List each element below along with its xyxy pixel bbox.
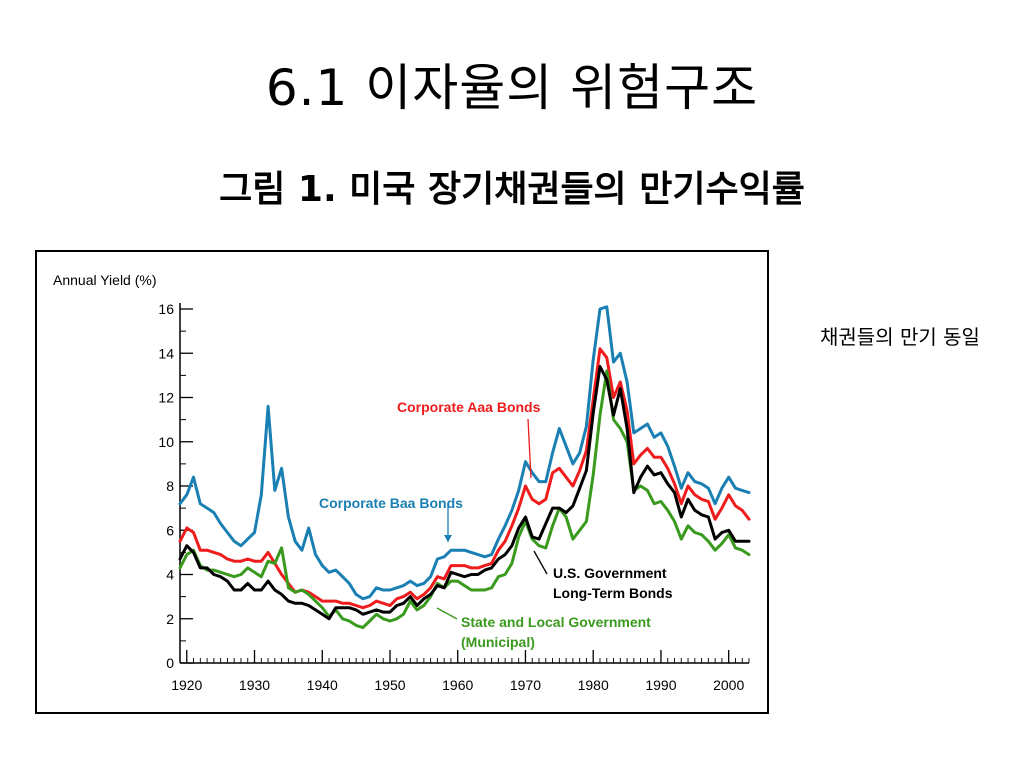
annotation-label-municipal: (Municipal) [461,634,535,650]
chart-frame: Annual Yield (%) 0 2 4 6 8 10 12 14 16 1920 1930 19… [35,250,769,714]
y-tick-label: 14 [158,345,174,361]
series-lines [178,305,751,630]
annotation-label-aaa: Corporate Aaa Bonds [397,399,541,415]
y-tick-label: 8 [166,478,174,494]
y-axis-label: Annual Yield (%) [53,272,157,288]
x-tick-label: 1930 [239,677,270,693]
slide-subtitle: 그림 1. 미국 장기채권들의 만기수익률 [219,169,805,210]
x-tick-label: 1970 [510,677,541,693]
y-tick-label: 6 [166,522,174,538]
x-tick-label: 1920 [171,677,202,693]
annotation-label-treasury: Long-Term Bonds [553,585,673,601]
y-tick-label: 2 [166,611,174,627]
side-note: 채권들의 만기 동일 [820,325,980,349]
annotation-arrow-baa [444,535,452,542]
series-line-baa [178,305,751,601]
slide-title: 6.1 이자율의 위험구조 [265,59,759,117]
annotation-pointer-municipal [436,607,458,620]
x-tick-label: 1980 [578,677,609,693]
x-tick-label: 2000 [713,677,744,693]
series-line-municipal [178,369,751,630]
y-tick-label: 16 [158,301,174,317]
x-tick-label: 1950 [374,677,405,693]
y-tick-label: 0 [166,655,174,671]
annotation-label-municipal: State and Local Government [461,614,651,630]
x-tick-label: 1940 [307,677,338,693]
annotation-pointer-treasury [533,550,548,575]
annotation-label-baa: Corporate Baa Bonds [319,495,463,511]
series-line-treasury [178,365,751,621]
y-tick-label: 10 [158,434,174,450]
x-tick-label: 1960 [442,677,473,693]
annotation-label-treasury: U.S. Government [553,565,667,581]
y-tick-label: 12 [158,390,174,406]
axes: 0 2 4 6 8 10 12 14 16 1920 1930 1940 1950 1960 1970 198… [158,301,750,693]
y-tick-label: 4 [166,567,174,583]
x-tick-label: 1990 [645,677,676,693]
yield-chart: Annual Yield (%) 0 2 4 6 8 10 12 14 16 1920 1930 19… [53,272,751,693]
annotation-pointer-aaa [527,418,532,479]
series-annotations: Corporate Baa Bonds Corporate Aaa Bonds U.… [319,399,673,650]
